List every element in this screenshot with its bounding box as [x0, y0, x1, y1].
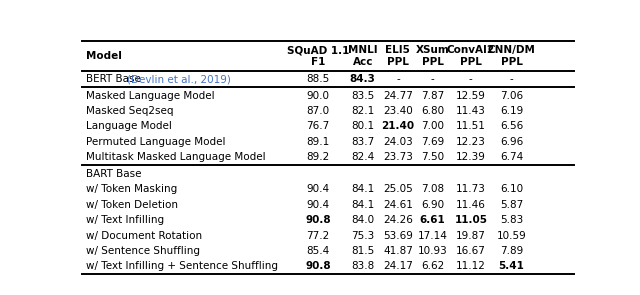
Text: 24.26: 24.26	[383, 215, 413, 225]
Text: Masked Seq2seq: Masked Seq2seq	[86, 106, 173, 116]
Text: 11.43: 11.43	[456, 106, 486, 116]
Text: 83.8: 83.8	[351, 261, 374, 271]
Text: 76.7: 76.7	[307, 122, 330, 132]
Text: 11.73: 11.73	[456, 184, 486, 194]
Text: CNN/DM
PPL: CNN/DM PPL	[488, 45, 536, 67]
Text: 41.87: 41.87	[383, 246, 413, 256]
Text: 6.96: 6.96	[500, 137, 523, 147]
Text: 11.05: 11.05	[454, 215, 487, 225]
Text: 17.14: 17.14	[418, 230, 447, 240]
Text: 90.4: 90.4	[307, 200, 330, 210]
Text: w/ Document Rotation: w/ Document Rotation	[86, 230, 202, 240]
Text: 83.7: 83.7	[351, 137, 374, 147]
Text: 84.3: 84.3	[350, 74, 376, 84]
Text: 5.41: 5.41	[499, 261, 524, 271]
Text: w/ Token Deletion: w/ Token Deletion	[86, 200, 178, 210]
Text: 6.61: 6.61	[420, 215, 445, 225]
Text: 6.10: 6.10	[500, 184, 523, 194]
Text: 12.59: 12.59	[456, 91, 486, 101]
Text: 24.61: 24.61	[383, 200, 413, 210]
Text: 90.8: 90.8	[305, 215, 331, 225]
Text: 53.69: 53.69	[383, 230, 413, 240]
Text: 19.87: 19.87	[456, 230, 486, 240]
Text: w/ Text Infilling: w/ Text Infilling	[86, 215, 164, 225]
Text: 89.1: 89.1	[307, 137, 330, 147]
Text: -: -	[431, 74, 435, 84]
Text: Multitask Masked Language Model: Multitask Masked Language Model	[86, 153, 266, 162]
Text: 6.74: 6.74	[500, 153, 523, 162]
Text: 25.05: 25.05	[383, 184, 413, 194]
Text: 12.23: 12.23	[456, 137, 486, 147]
Text: w/ Token Masking: w/ Token Masking	[86, 184, 177, 194]
Text: XSum
PPL: XSum PPL	[416, 45, 449, 67]
Text: -: -	[469, 74, 473, 84]
Text: Permuted Language Model: Permuted Language Model	[86, 137, 225, 147]
Text: 5.83: 5.83	[500, 215, 523, 225]
Text: 88.5: 88.5	[307, 74, 330, 84]
Text: 7.87: 7.87	[421, 91, 444, 101]
Text: 24.77: 24.77	[383, 91, 413, 101]
Text: 90.4: 90.4	[307, 184, 330, 194]
Text: 90.8: 90.8	[305, 261, 331, 271]
Text: Language Model: Language Model	[86, 122, 172, 132]
Text: 10.93: 10.93	[418, 246, 447, 256]
Text: 84.1: 84.1	[351, 200, 374, 210]
Text: 84.0: 84.0	[351, 215, 374, 225]
Text: Model: Model	[86, 51, 122, 61]
Text: 7.08: 7.08	[421, 184, 444, 194]
Text: 7.06: 7.06	[500, 91, 523, 101]
Text: w/ Sentence Shuffling: w/ Sentence Shuffling	[86, 246, 200, 256]
Text: 12.39: 12.39	[456, 153, 486, 162]
Text: 11.46: 11.46	[456, 200, 486, 210]
Text: 89.2: 89.2	[307, 153, 330, 162]
Text: 87.0: 87.0	[307, 106, 330, 116]
Text: MNLI
Acc: MNLI Acc	[348, 45, 378, 67]
Text: 6.62: 6.62	[421, 261, 444, 271]
Text: 83.5: 83.5	[351, 91, 374, 101]
Text: BART Base: BART Base	[86, 169, 141, 179]
Text: 21.40: 21.40	[381, 122, 415, 132]
Text: 81.5: 81.5	[351, 246, 374, 256]
Text: 7.69: 7.69	[421, 137, 444, 147]
Text: SQuAD 1.1
F1: SQuAD 1.1 F1	[287, 45, 349, 67]
Text: -: -	[396, 74, 400, 84]
Text: 77.2: 77.2	[307, 230, 330, 240]
Text: 6.80: 6.80	[421, 106, 444, 116]
Text: 10.59: 10.59	[497, 230, 526, 240]
Text: 23.40: 23.40	[383, 106, 413, 116]
Text: 11.12: 11.12	[456, 261, 486, 271]
Text: 16.67: 16.67	[456, 246, 486, 256]
Text: -: -	[509, 74, 513, 84]
Text: 82.1: 82.1	[351, 106, 374, 116]
Text: 75.3: 75.3	[351, 230, 374, 240]
Text: ConvAI2
PPL: ConvAI2 PPL	[447, 45, 495, 67]
Text: w/ Text Infilling + Sentence Shuffling: w/ Text Infilling + Sentence Shuffling	[86, 261, 278, 271]
Text: 6.90: 6.90	[421, 200, 444, 210]
Text: 7.89: 7.89	[500, 246, 523, 256]
Text: ELI5
PPL: ELI5 PPL	[385, 45, 410, 67]
Text: 90.0: 90.0	[307, 91, 330, 101]
Text: Masked Language Model: Masked Language Model	[86, 91, 214, 101]
Text: 23.73: 23.73	[383, 153, 413, 162]
Text: 24.17: 24.17	[383, 261, 413, 271]
Text: 82.4: 82.4	[351, 153, 374, 162]
Text: 85.4: 85.4	[307, 246, 330, 256]
Text: 7.50: 7.50	[421, 153, 444, 162]
Text: (Devlin et al., 2019): (Devlin et al., 2019)	[127, 74, 231, 84]
Text: 11.51: 11.51	[456, 122, 486, 132]
Text: 7.00: 7.00	[421, 122, 444, 132]
Text: 24.03: 24.03	[383, 137, 413, 147]
Text: BERT Base: BERT Base	[86, 74, 144, 84]
Text: 5.87: 5.87	[500, 200, 523, 210]
Text: 84.1: 84.1	[351, 184, 374, 194]
Text: 80.1: 80.1	[351, 122, 374, 132]
Text: 6.19: 6.19	[500, 106, 523, 116]
Text: 6.56: 6.56	[500, 122, 523, 132]
